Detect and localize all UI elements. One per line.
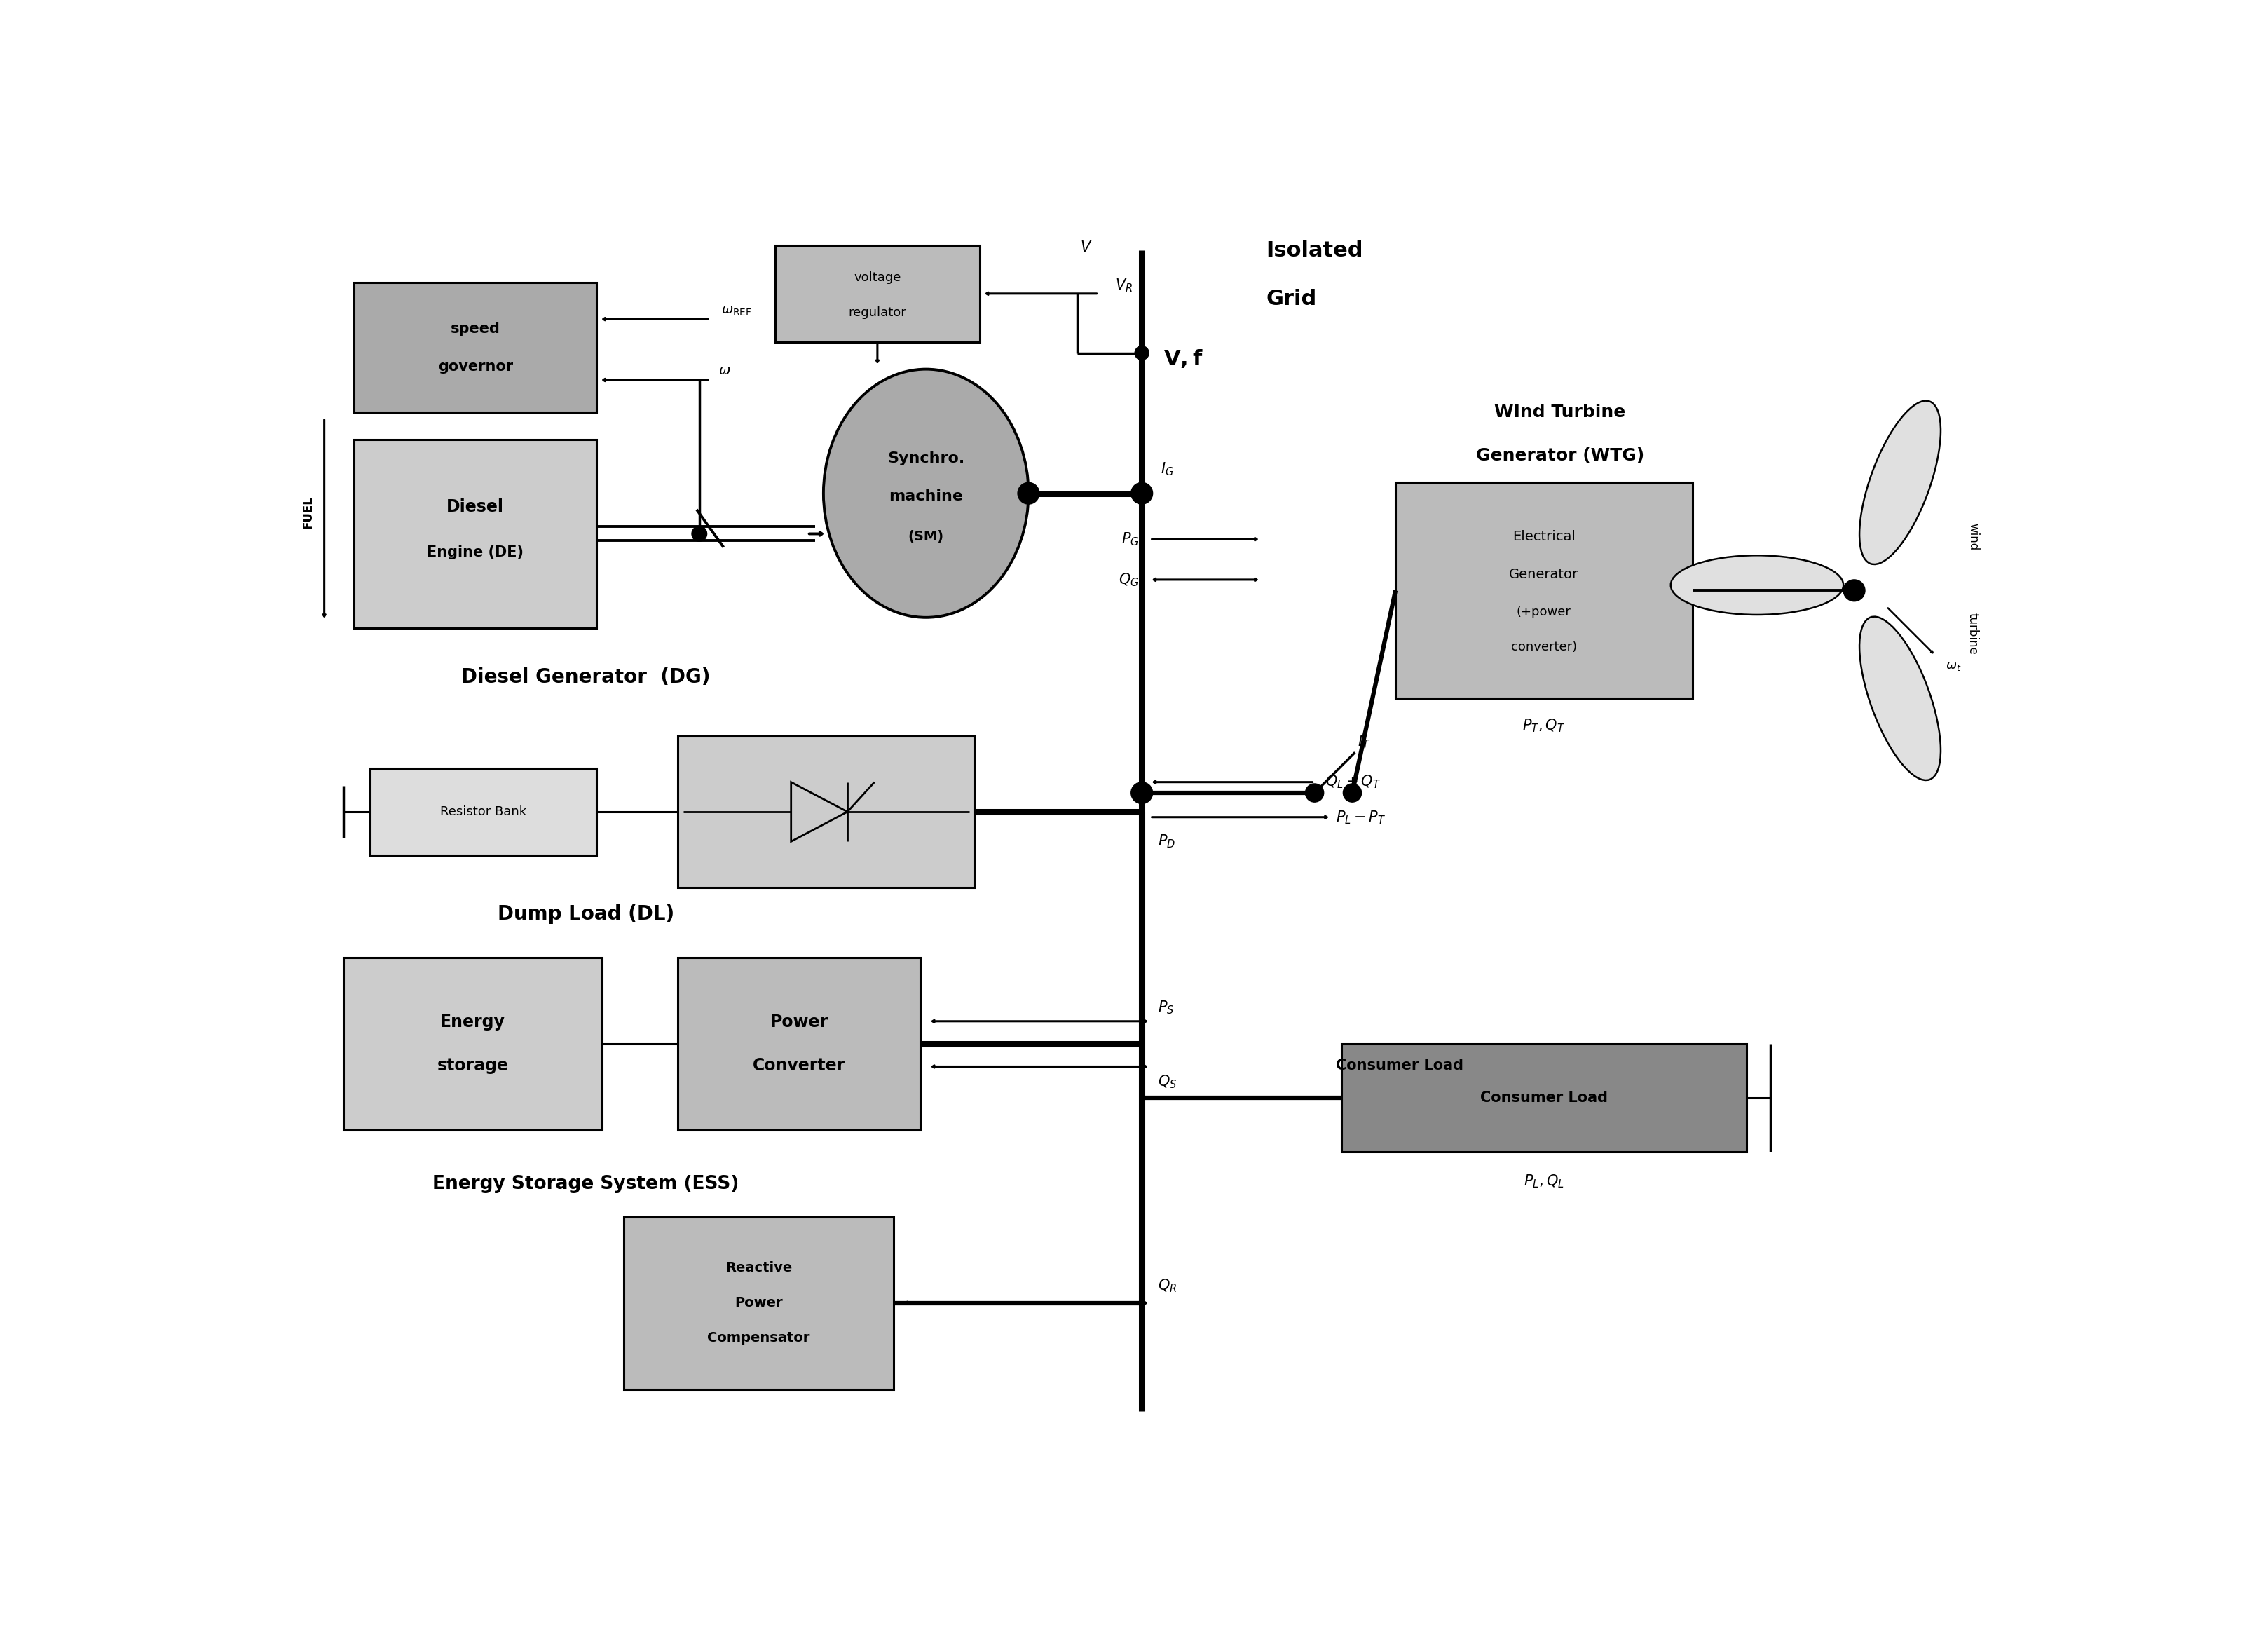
Text: $\omega$: $\omega$ [719, 364, 730, 377]
Bar [370, 769, 596, 854]
Text: FUEL: FUEL [302, 495, 315, 528]
Circle shape [1018, 482, 1039, 504]
Text: voltage: voltage [853, 272, 900, 283]
Text: Diesel Generator  (DG): Diesel Generator (DG) [460, 667, 710, 686]
Text: $Q_L+Q_T$: $Q_L+Q_T$ [1325, 774, 1381, 790]
Text: Resistor Bank: Resistor Bank [440, 805, 526, 818]
Circle shape [1132, 782, 1152, 803]
Ellipse shape [1860, 400, 1941, 565]
Bar [342, 958, 603, 1131]
Ellipse shape [823, 369, 1027, 617]
Text: $P_G$: $P_G$ [1120, 532, 1139, 548]
Text: $Q_R$: $Q_R$ [1159, 1277, 1177, 1294]
Text: Consumer Load: Consumer Load [1481, 1091, 1608, 1104]
Text: converter): converter) [1510, 640, 1576, 653]
Text: Synchro.: Synchro. [887, 451, 964, 466]
Circle shape [1343, 783, 1361, 802]
Text: governor: governor [438, 359, 513, 374]
Bar [678, 958, 921, 1131]
Circle shape [1132, 482, 1152, 504]
Text: Power: Power [735, 1297, 782, 1310]
Ellipse shape [1672, 555, 1844, 614]
Text: $Q_S$: $Q_S$ [1159, 1073, 1177, 1090]
Text: (SM): (SM) [907, 530, 943, 543]
Text: regulator: regulator [848, 306, 907, 319]
Text: Power: Power [771, 1014, 828, 1030]
Text: Generator (WTG): Generator (WTG) [1476, 448, 1644, 464]
Bar [678, 736, 975, 887]
Text: $Q_G$: $Q_G$ [1118, 571, 1139, 588]
Bar [1340, 1044, 1746, 1152]
Text: Reactive: Reactive [726, 1261, 792, 1274]
Text: (+power: (+power [1517, 606, 1572, 619]
Text: machine: machine [889, 489, 964, 504]
Text: storage: storage [438, 1057, 508, 1073]
Text: $P_S$: $P_S$ [1159, 999, 1175, 1016]
Text: turbine: turbine [1966, 612, 1980, 655]
Text: Compensator: Compensator [708, 1332, 810, 1345]
Text: Grid: Grid [1266, 288, 1318, 309]
Bar [624, 1216, 894, 1389]
Text: $I_G$: $I_G$ [1161, 461, 1175, 477]
Text: $\bf{V,f}$: $\bf{V,f}$ [1163, 347, 1202, 369]
Bar [1395, 482, 1692, 698]
Text: $P_L-P_T$: $P_L-P_T$ [1336, 808, 1386, 825]
Text: $P_L, Q_L$: $P_L, Q_L$ [1524, 1174, 1565, 1190]
Text: speed: speed [451, 321, 501, 336]
Text: Isolated: Isolated [1266, 240, 1363, 260]
Text: $V$: $V$ [1080, 240, 1093, 255]
Text: $P_D$: $P_D$ [1159, 833, 1175, 849]
Text: Generator: Generator [1508, 568, 1579, 581]
Text: Consumer Load: Consumer Load [1336, 1058, 1463, 1073]
Ellipse shape [1860, 617, 1941, 780]
Text: Converter: Converter [753, 1057, 846, 1073]
Text: Diesel: Diesel [447, 499, 503, 515]
Text: Dump Load (DL): Dump Load (DL) [497, 905, 674, 923]
Bar [354, 283, 596, 413]
Text: Electrical: Electrical [1513, 530, 1576, 543]
Text: Energy Storage System (ESS): Energy Storage System (ESS) [433, 1175, 739, 1193]
Circle shape [1306, 783, 1325, 802]
Bar [354, 439, 596, 629]
Text: WInd Turbine: WInd Turbine [1495, 403, 1626, 421]
Circle shape [1134, 346, 1150, 360]
Text: wind: wind [1966, 523, 1980, 550]
Circle shape [692, 527, 708, 542]
Text: $I_T$: $I_T$ [1359, 734, 1370, 751]
Text: $P_T, Q_T$: $P_T, Q_T$ [1522, 718, 1565, 734]
Bar [776, 245, 980, 342]
Text: Energy: Energy [440, 1014, 506, 1030]
Text: $\omega_t$: $\omega_t$ [1946, 660, 1962, 672]
Text: $\omega_{\rm REF}$: $\omega_{\rm REF}$ [721, 305, 751, 318]
Text: Engine (DE): Engine (DE) [426, 546, 524, 560]
Circle shape [1844, 579, 1864, 601]
Text: $V_R$: $V_R$ [1116, 277, 1132, 293]
